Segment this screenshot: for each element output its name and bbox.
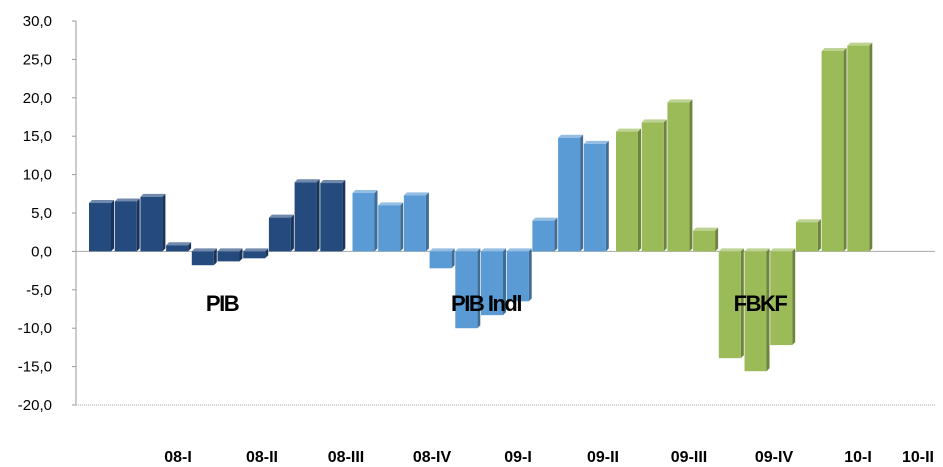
bar [429, 248, 455, 269]
y-tick-label: 20,0 [23, 90, 52, 107]
bar [455, 248, 481, 329]
x-tick-label: 10-I [844, 449, 872, 466]
x-tick-label: 09-IV [755, 449, 794, 466]
x-tick-label: 09-II [587, 449, 619, 466]
y-axis: 30,0 25,0 20,0 15,0 10,0 5,0 0,0 -5,0 -10,0 -15,0… [18, 13, 77, 414]
y-tick-label: 0,0 [31, 243, 52, 260]
bar [558, 134, 584, 252]
y-tick-label: -15,0 [18, 359, 52, 376]
x-tick-label: 08-II [246, 449, 278, 466]
x-tick-label: 09-III [671, 449, 707, 466]
x-tick-label: 09-I [504, 449, 532, 466]
y-tick-label: 30,0 [23, 13, 52, 30]
y-tick-label: -5,0 [26, 282, 52, 299]
bar [821, 47, 847, 252]
group-labels: PIB PIB Indl FBKF [206, 291, 789, 316]
bar [641, 119, 667, 252]
y-tick-label: 10,0 [23, 167, 52, 184]
bar [243, 248, 269, 259]
group-label: FBKF [734, 291, 788, 316]
y-tick-label: -20,0 [18, 397, 52, 414]
bar [352, 190, 378, 252]
bar [744, 248, 770, 372]
y-tick-label: 25,0 [23, 51, 52, 68]
bar [583, 140, 609, 252]
x-tick-label: 08-III [328, 449, 364, 466]
bar [268, 214, 294, 252]
bar [403, 192, 429, 252]
bar [693, 227, 719, 252]
group-label: PIB [206, 291, 239, 316]
bar [616, 128, 641, 252]
bar [718, 248, 744, 359]
x-tick-label: 08-IV [413, 449, 452, 466]
y-tick-label: -10,0 [18, 320, 52, 337]
bar [191, 248, 217, 266]
group-label: PIB Indl [451, 291, 521, 316]
bar [378, 202, 404, 252]
bar [217, 248, 243, 262]
bar [481, 248, 506, 316]
bar [166, 242, 192, 252]
bar [114, 198, 140, 252]
bars [89, 42, 873, 372]
x-tick-label: 08-I [164, 449, 192, 466]
x-tick-label: 10-II [902, 449, 934, 466]
bar [294, 179, 320, 252]
bar [795, 219, 821, 252]
bar [532, 217, 558, 252]
y-tick-label: 5,0 [31, 205, 52, 222]
bar [847, 42, 873, 252]
x-tick-labels: 08-I 08-II 08-III 08-IV 09-I 09-II 09-III 09-IV… [164, 449, 934, 466]
bar [667, 99, 693, 252]
bar [140, 193, 166, 252]
bar [506, 248, 532, 302]
bar [320, 180, 346, 252]
bar [89, 200, 114, 252]
bar [770, 248, 796, 346]
y-tick-label: 15,0 [23, 128, 52, 145]
